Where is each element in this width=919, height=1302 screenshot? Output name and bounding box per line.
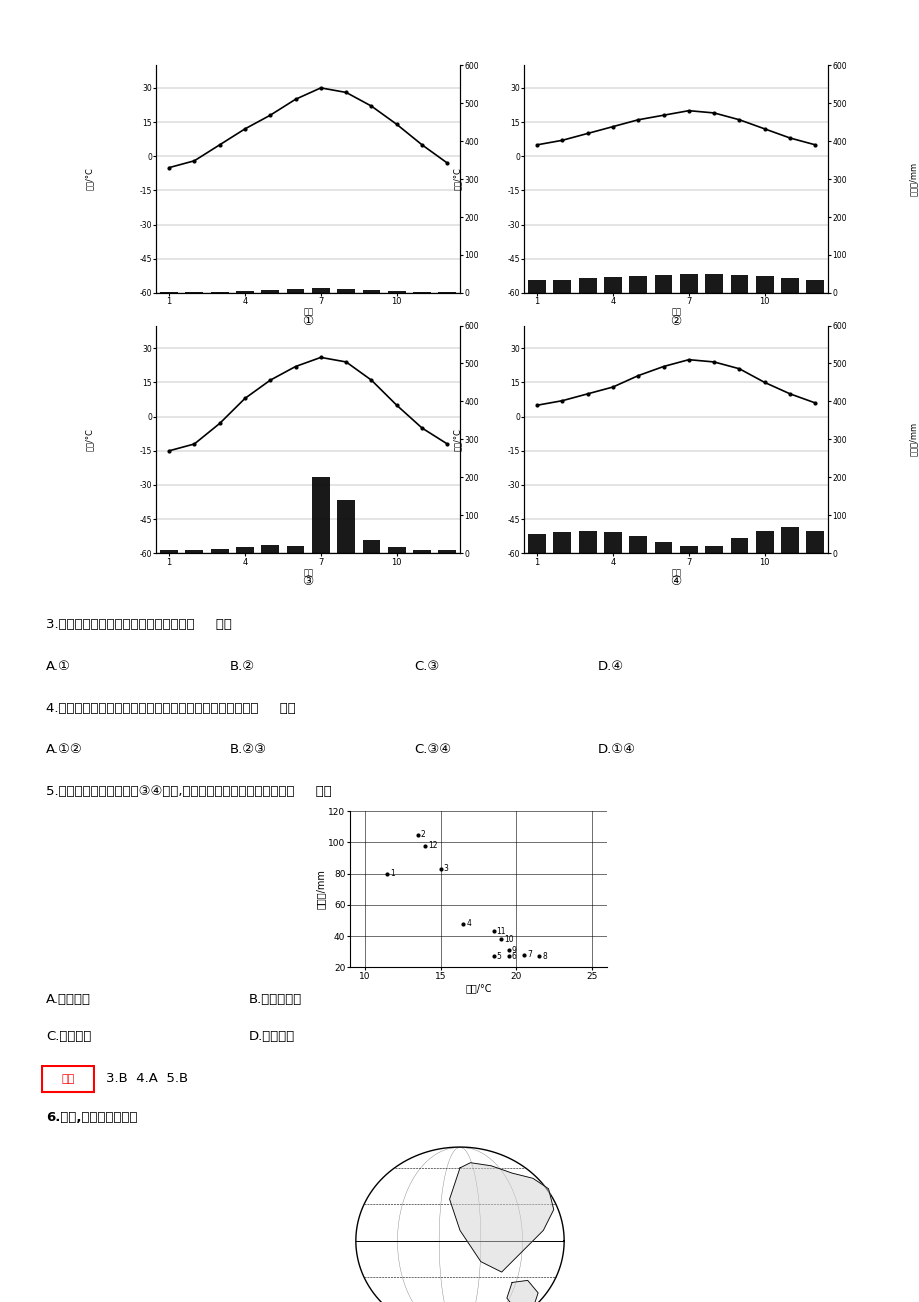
Bar xyxy=(629,536,646,553)
Text: 3.B  4.A  5.B: 3.B 4.A 5.B xyxy=(106,1072,187,1085)
Bar xyxy=(312,478,329,553)
Bar xyxy=(287,289,304,293)
Text: B.②③: B.②③ xyxy=(230,743,267,756)
Bar xyxy=(730,275,747,293)
Text: 降水量/mm: 降水量/mm xyxy=(908,422,916,457)
Text: C.③④: C.③④ xyxy=(414,743,450,756)
Bar xyxy=(337,289,355,293)
Bar xyxy=(654,542,672,553)
X-axis label: 月份: 月份 xyxy=(303,307,312,316)
Text: 7: 7 xyxy=(527,950,531,960)
Bar xyxy=(337,500,355,553)
Bar xyxy=(679,546,697,553)
Bar xyxy=(413,549,430,553)
Polygon shape xyxy=(449,1163,553,1272)
Bar xyxy=(261,546,278,553)
Text: 气温/°C: 气温/°C xyxy=(85,168,94,190)
Bar xyxy=(186,549,203,553)
Bar xyxy=(210,549,228,553)
Bar xyxy=(755,531,773,553)
Text: 12: 12 xyxy=(428,841,437,850)
Text: 4.四个地点气候类型的形成由单一气压带或风带控制的是（     ）。: 4.四个地点气候类型的形成由单一气压带或风带控制的是（ ）。 xyxy=(46,702,295,715)
Bar xyxy=(780,527,798,553)
Bar xyxy=(287,546,304,553)
Bar xyxy=(312,289,329,293)
Polygon shape xyxy=(506,1280,538,1302)
Polygon shape xyxy=(356,1147,563,1302)
Bar xyxy=(553,280,571,293)
Bar xyxy=(679,273,697,293)
Text: 9: 9 xyxy=(511,945,516,954)
Text: D.热量不足: D.热量不足 xyxy=(248,1030,294,1043)
Bar xyxy=(528,280,545,293)
Text: 6.读图,完成下列各题。: 6.读图,完成下列各题。 xyxy=(46,1111,137,1124)
Text: ②: ② xyxy=(670,315,681,328)
Bar xyxy=(654,275,672,293)
Text: 气温/°C: 气温/°C xyxy=(453,428,461,450)
Bar xyxy=(236,292,254,293)
Text: 2: 2 xyxy=(420,831,425,838)
Text: C.③: C.③ xyxy=(414,660,438,673)
Text: C.光照充足: C.光照充足 xyxy=(46,1030,91,1043)
Text: 4: 4 xyxy=(466,919,471,928)
Bar xyxy=(438,551,456,553)
Text: 5: 5 xyxy=(496,952,501,961)
Bar xyxy=(388,547,405,553)
Text: ③: ③ xyxy=(302,575,313,589)
Text: 10: 10 xyxy=(504,935,513,944)
FancyBboxPatch shape xyxy=(42,1066,94,1092)
X-axis label: 月份: 月份 xyxy=(671,307,680,316)
Text: 降水量/mm: 降水量/mm xyxy=(540,161,549,197)
Bar xyxy=(578,531,596,553)
Text: 6: 6 xyxy=(511,952,516,961)
Y-axis label: 降水量/mm: 降水量/mm xyxy=(315,870,325,909)
Bar xyxy=(629,276,646,293)
Bar xyxy=(604,277,621,293)
Text: B.雨热不同期: B.雨热不同期 xyxy=(248,993,301,1006)
X-axis label: 月份: 月份 xyxy=(303,568,312,577)
Bar xyxy=(755,276,773,293)
Text: A.雨热同期: A.雨热同期 xyxy=(46,993,91,1006)
Bar xyxy=(705,546,722,553)
Text: 降水量/mm: 降水量/mm xyxy=(540,422,549,457)
Text: 5.下图所示的气候类型与③④相比,对农业生产的不利条件主要是（     ）。: 5.下图所示的气候类型与③④相比,对农业生产的不利条件主要是（ ）。 xyxy=(46,785,332,798)
Text: ④: ④ xyxy=(670,575,681,589)
Text: 11: 11 xyxy=(496,927,505,936)
Text: B.②: B.② xyxy=(230,660,255,673)
Bar xyxy=(780,277,798,293)
Bar xyxy=(806,531,823,553)
Bar xyxy=(236,547,254,553)
Text: 1: 1 xyxy=(390,870,395,878)
Text: A.①②: A.①② xyxy=(46,743,83,756)
Bar xyxy=(261,290,278,293)
Bar xyxy=(604,533,621,553)
Bar xyxy=(705,273,722,293)
Bar xyxy=(553,533,571,553)
Text: 8: 8 xyxy=(541,952,546,961)
Bar xyxy=(528,534,545,553)
Text: D.④: D.④ xyxy=(597,660,623,673)
Bar xyxy=(730,538,747,553)
Text: 答案: 答案 xyxy=(62,1074,74,1085)
Bar xyxy=(578,277,596,293)
Bar xyxy=(160,551,177,553)
Text: 气温/°C: 气温/°C xyxy=(85,428,94,450)
Text: 3.四种气候在亚洲出现可能性最小的是（     ）。: 3.四种气候在亚洲出现可能性最小的是（ ）。 xyxy=(46,618,232,631)
Text: ①: ① xyxy=(302,315,313,328)
Text: 降水量/mm: 降水量/mm xyxy=(908,161,916,197)
Text: A.①: A.① xyxy=(46,660,71,673)
X-axis label: 气温/°C: 气温/°C xyxy=(465,983,491,993)
X-axis label: 月份: 月份 xyxy=(671,568,680,577)
Bar xyxy=(362,540,380,553)
Bar xyxy=(806,280,823,293)
Text: 气温/°C: 气温/°C xyxy=(453,168,461,190)
Bar xyxy=(362,290,380,293)
Text: 3: 3 xyxy=(443,865,448,874)
Bar xyxy=(388,292,405,293)
Text: D.①④: D.①④ xyxy=(597,743,635,756)
